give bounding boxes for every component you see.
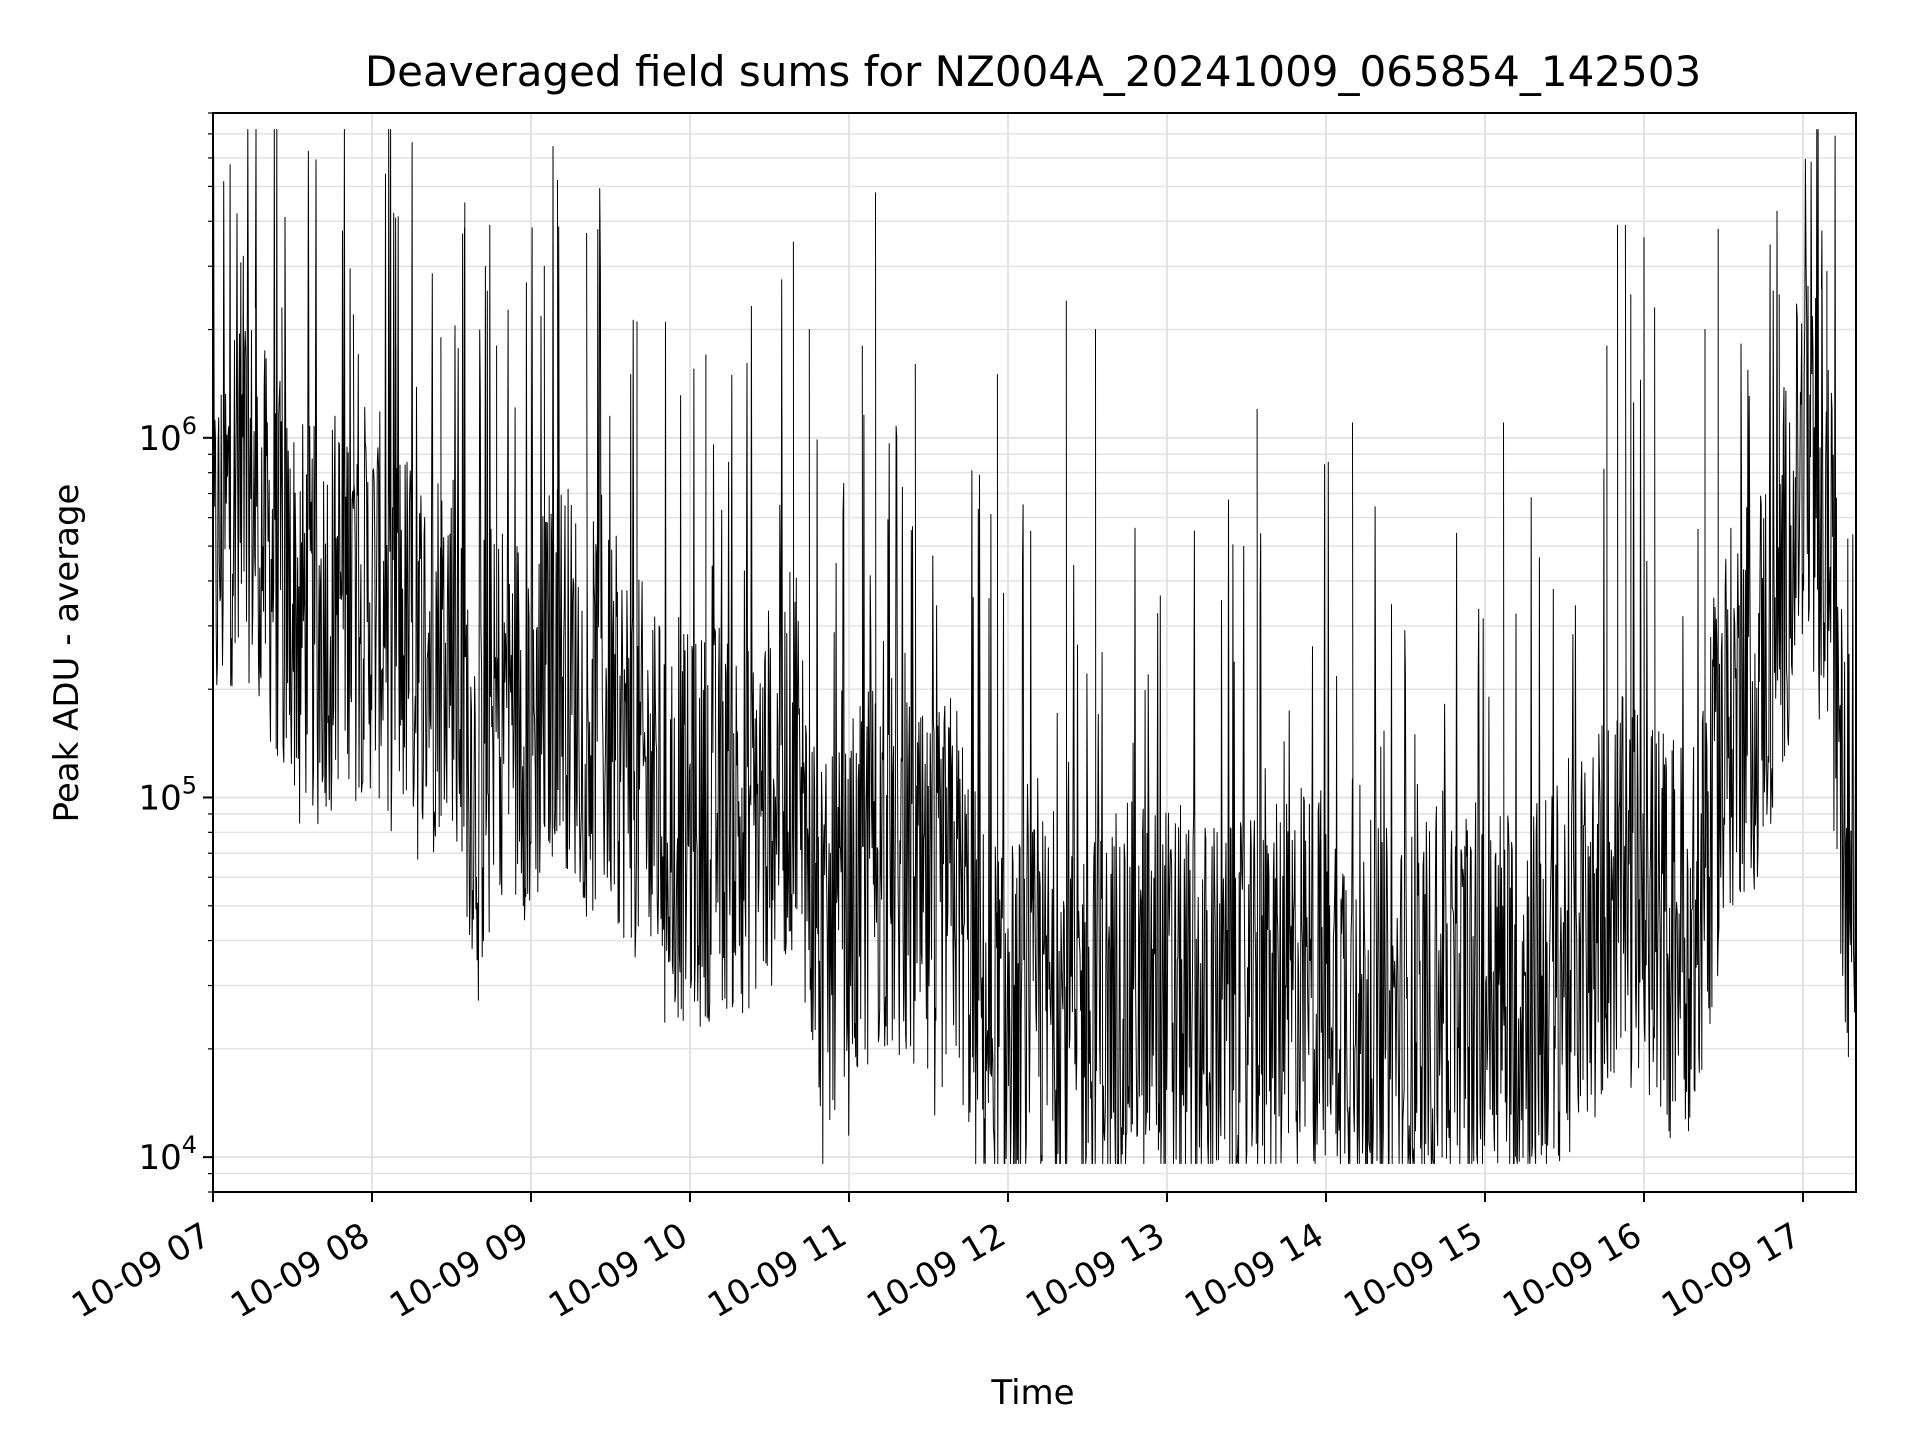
plot-area bbox=[212, 112, 1857, 1193]
y-tick-label: 104 bbox=[138, 1131, 197, 1178]
y-axis-label: Peak ADU - average bbox=[47, 484, 87, 823]
plot-frame bbox=[212, 112, 1857, 1193]
x-axis-label: Time bbox=[990, 1373, 1074, 1413]
series-line bbox=[212, 129, 1857, 1164]
y-axis: 104 105 106 bbox=[138, 112, 213, 1193]
series bbox=[212, 129, 1857, 1164]
chart-title: Deaveraged field sums for NZ004A_2024100… bbox=[365, 47, 1701, 96]
plot-background bbox=[213, 113, 1856, 1192]
y-tick-label: 106 bbox=[138, 412, 197, 459]
y-tick-label: 105 bbox=[138, 771, 197, 818]
